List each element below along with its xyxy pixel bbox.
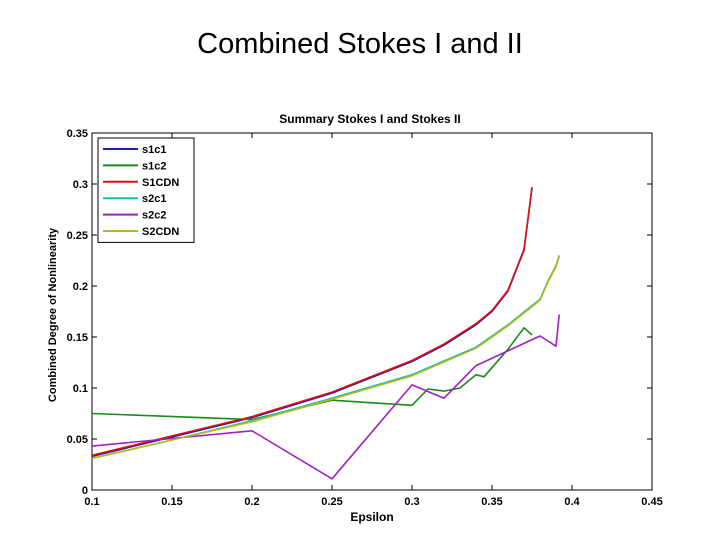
series-line-s1c2 xyxy=(91,326,533,421)
x-tick-label: 0.2 xyxy=(244,496,259,508)
y-tick-label: 0.3 xyxy=(73,179,88,191)
x-tick-label: 0.35 xyxy=(481,496,502,508)
y-tick-label: 0.15 xyxy=(67,332,88,344)
x-tick-label: 0.3 xyxy=(404,496,419,508)
y-tick-label: 0.2 xyxy=(73,281,88,293)
slide-title: Combined Stokes I and II xyxy=(197,28,523,60)
series-line-s2c1 xyxy=(91,255,560,460)
legend-box xyxy=(97,137,195,243)
legend-label: S1CDN xyxy=(142,177,179,189)
x-tick-label: 0.1 xyxy=(84,496,99,508)
legend-label: s1c2 xyxy=(142,160,166,172)
x-axis-label: Epsilon xyxy=(350,510,393,524)
y-axis-label: Combined Degree of Nonlinearity xyxy=(47,227,59,402)
plot-area-frame xyxy=(91,132,653,491)
x-tick-label: 0.15 xyxy=(161,496,182,508)
y-tick-label: 0.05 xyxy=(67,434,88,446)
series-line-s2cdn xyxy=(91,256,560,460)
series-line-s1cdn xyxy=(91,186,533,457)
x-tick-label: 0.4 xyxy=(564,496,580,508)
y-tick-label: 0.25 xyxy=(67,230,88,242)
legend-label: s1c1 xyxy=(142,144,166,156)
y-tick-label: 0.35 xyxy=(67,128,88,140)
legend-label: s2c1 xyxy=(142,193,166,205)
legend-label: s2c2 xyxy=(142,210,166,222)
legend-label: S2CDN xyxy=(142,226,179,238)
chart-title: Summary Stokes I and Stokes II xyxy=(279,112,460,126)
series-line-s2c2 xyxy=(91,314,560,480)
y-tick-label: 0 xyxy=(82,485,88,497)
x-tick-label: 0.45 xyxy=(641,496,662,508)
y-tick-label: 0.1 xyxy=(73,383,88,395)
x-tick-label: 0.25 xyxy=(321,496,342,508)
